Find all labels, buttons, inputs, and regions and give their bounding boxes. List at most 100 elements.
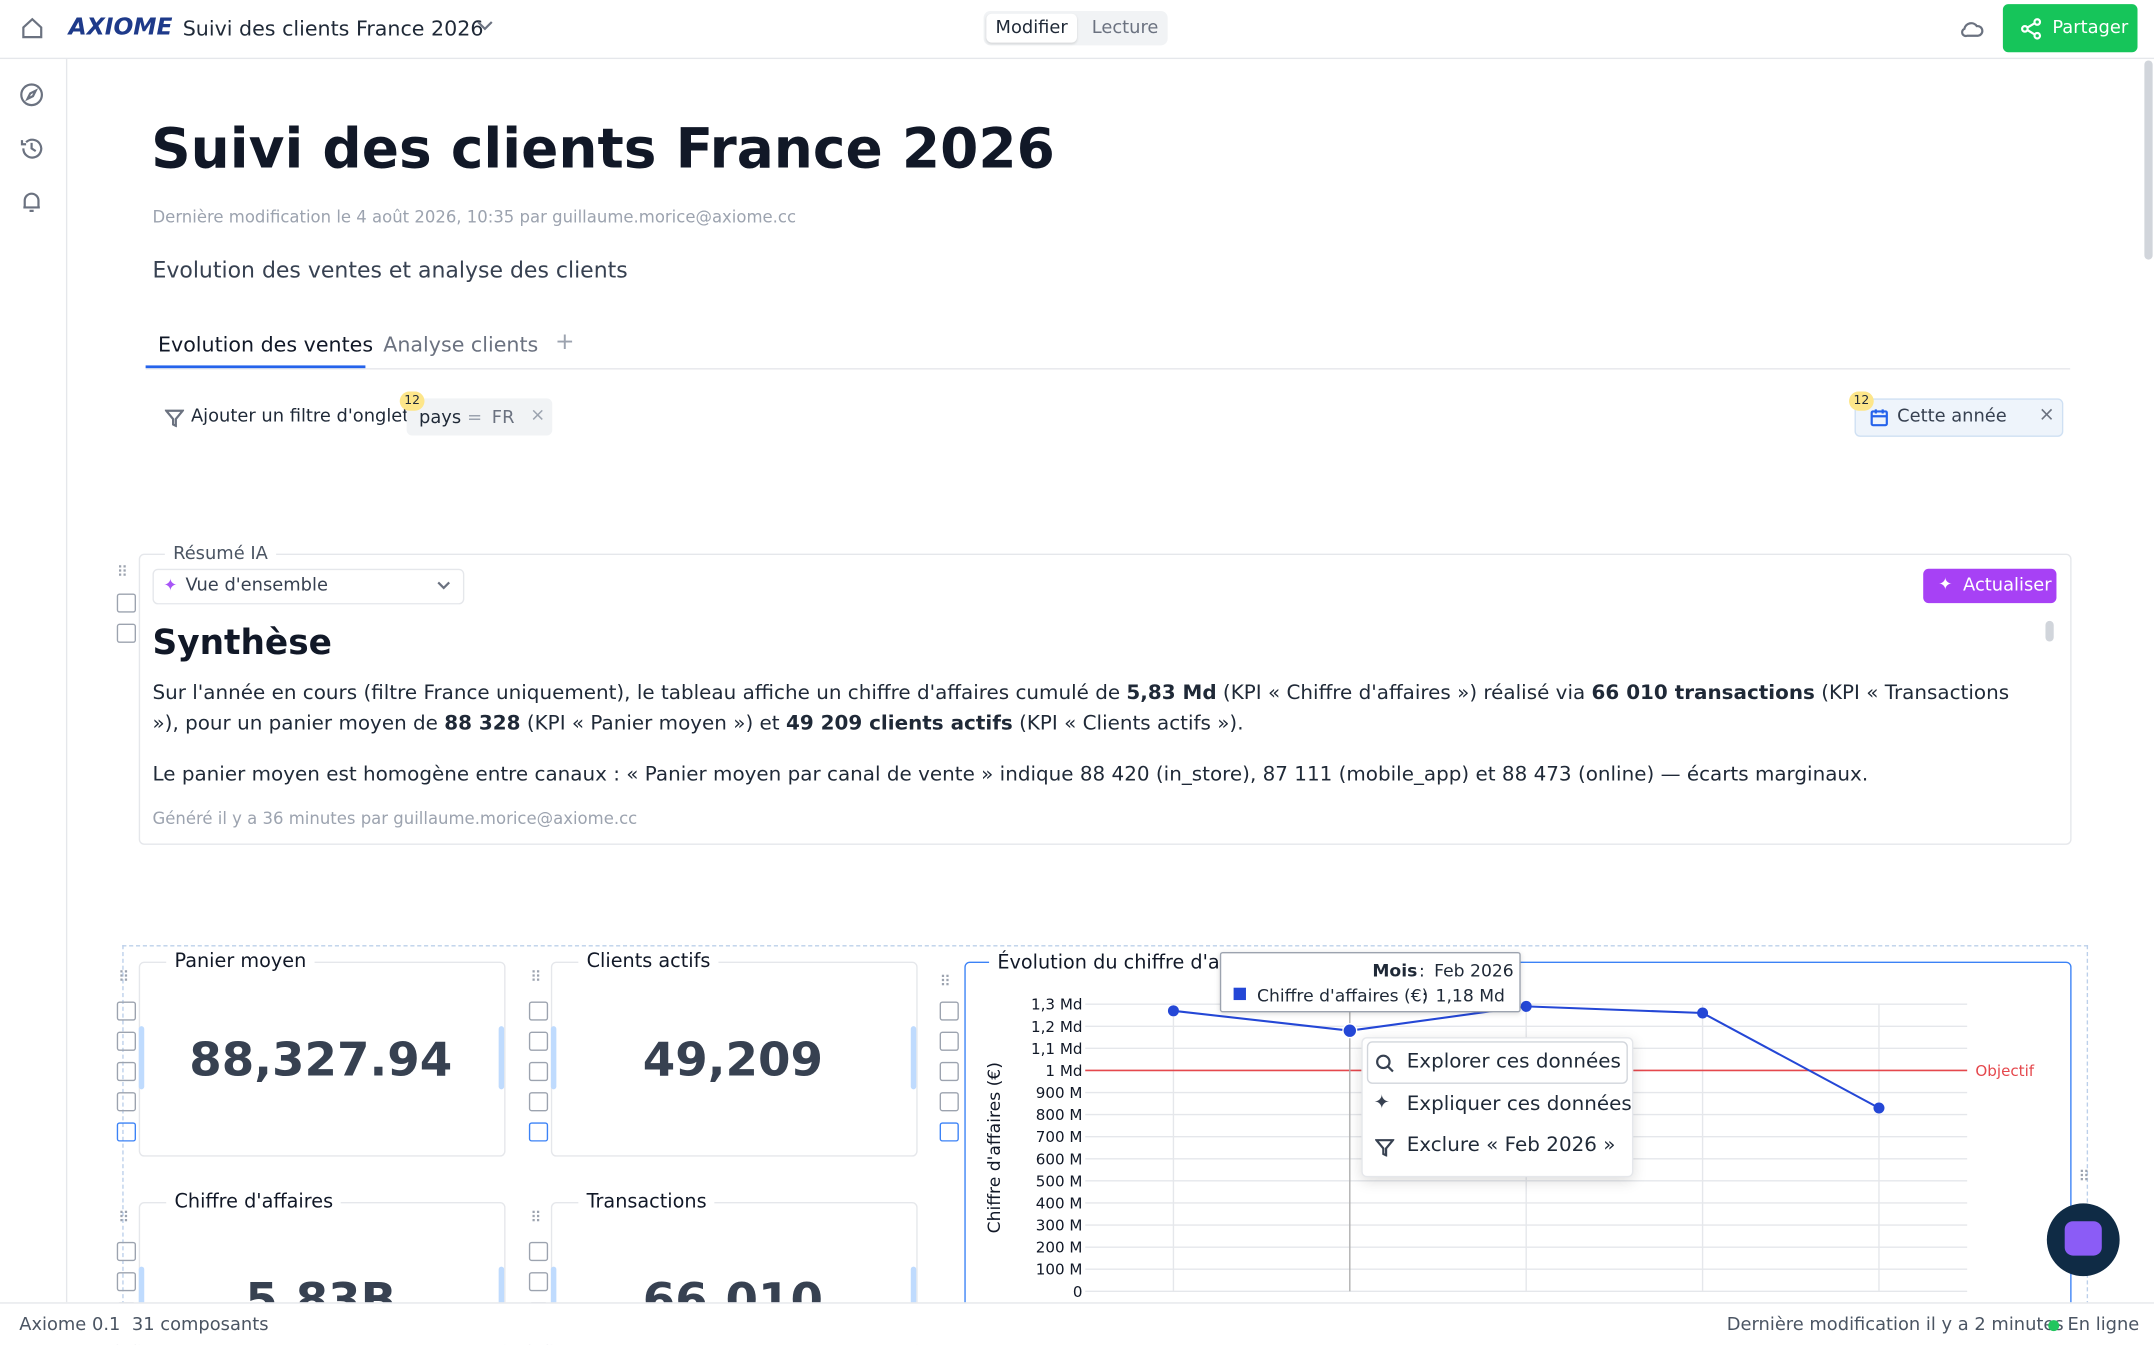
edit-tool[interactable] xyxy=(116,1001,136,1021)
summary-heading: Synthèse xyxy=(152,622,332,663)
chevron[interactable] xyxy=(475,19,494,33)
data-point xyxy=(1342,1023,1358,1039)
calendar-icon xyxy=(1870,409,1888,427)
menu-item[interactable]: Expliquer ces données xyxy=(1406,1093,1632,1116)
edit-tool[interactable] xyxy=(116,1241,136,1262)
bold-text: 66 010 transactions xyxy=(1591,682,1815,705)
tab[interactable]: Analyse clients xyxy=(383,332,539,358)
filter-tool[interactable] xyxy=(116,1122,136,1142)
ai-tool[interactable] xyxy=(939,1031,959,1051)
home-icon[interactable] xyxy=(21,16,44,39)
history-icon[interactable] xyxy=(19,136,44,161)
delete-tool[interactable] xyxy=(116,623,136,643)
tooltip-series: Chiffre d'affaires (€) xyxy=(1256,984,1429,1006)
drag-handle[interactable]: ⠿ xyxy=(530,968,542,987)
data-point xyxy=(1697,1007,1709,1019)
logo[interactable]: AXIOME xyxy=(68,13,173,42)
tab-active[interactable]: Evolution des ventes xyxy=(157,332,374,358)
ai-tool[interactable] xyxy=(528,1031,549,1051)
summary-label: Résumé IA xyxy=(164,543,277,565)
ai-tool[interactable] xyxy=(116,593,136,613)
alert-tool[interactable] xyxy=(116,1061,136,1082)
kpi-bar xyxy=(138,1026,145,1090)
drag-handle[interactable]: ⠿ xyxy=(530,1208,542,1227)
text: (KPI « Clients actifs »). xyxy=(1012,712,1244,735)
mode-read[interactable]: Lecture xyxy=(1091,17,1159,39)
kpi-bar xyxy=(138,1266,145,1330)
date-filter[interactable] xyxy=(1854,398,2064,437)
y-tick-label: 1,3 Md xyxy=(1031,996,1082,1014)
filter-tool[interactable] xyxy=(939,1122,959,1142)
y-axis-label: Chiffre d'affaires (€) xyxy=(985,1062,1005,1233)
add-filter[interactable]: Ajouter un filtre d'onglet xyxy=(190,406,410,428)
delete-tool[interactable] xyxy=(528,1092,549,1112)
kpi-value: 49,209 xyxy=(642,1033,823,1088)
kpi-title: Clients actifs xyxy=(578,950,719,973)
kpi-title: Transactions xyxy=(578,1191,715,1213)
share-label[interactable]: Partager xyxy=(2052,17,2129,39)
share-button[interactable] xyxy=(2002,4,2138,53)
tab-underline xyxy=(145,365,366,369)
version: Axiome 0.1 xyxy=(19,1314,121,1336)
tooltip-value: 1,18 Md xyxy=(1435,984,1505,1006)
assistant-icon xyxy=(2064,1221,2102,1256)
online-dot xyxy=(2048,1320,2060,1332)
ai-tool[interactable] xyxy=(528,1272,549,1292)
edit-tool[interactable] xyxy=(528,1241,549,1262)
y-tick-label: 100 M xyxy=(1036,1261,1083,1279)
scrollbar[interactable] xyxy=(2045,620,2054,642)
explore-icon[interactable] xyxy=(19,82,44,107)
remove-date[interactable]: × xyxy=(2038,403,2055,426)
online: En ligne xyxy=(2067,1314,2140,1336)
ai-tool[interactable] xyxy=(116,1272,136,1292)
kpi-card xyxy=(550,961,918,1157)
filter-chip[interactable] xyxy=(406,398,553,436)
kpi-bar xyxy=(498,1266,505,1330)
edit-tool[interactable] xyxy=(528,1001,549,1021)
cloud-icon[interactable] xyxy=(1960,18,1985,40)
delete-tool[interactable] xyxy=(116,1092,136,1112)
scrollbar[interactable] xyxy=(2144,60,2153,260)
kpi-title: Chiffre d'affaires xyxy=(166,1191,342,1213)
drag-handle[interactable]: ⠿ xyxy=(118,1208,130,1227)
bell-icon[interactable] xyxy=(19,190,44,215)
refresh-label[interactable]: Actualiser xyxy=(1963,575,2052,597)
y-tick-label: 200 M xyxy=(1036,1239,1083,1257)
add-tab[interactable]: + xyxy=(554,328,575,356)
last-modified: Dernière modification il y a 2 minutes xyxy=(1726,1314,2064,1336)
components: 31 composants xyxy=(131,1314,269,1336)
filter-icon xyxy=(164,409,185,428)
sidebar-border xyxy=(65,59,68,1303)
menu-item[interactable]: Explorer ces données xyxy=(1406,1050,1621,1073)
drag-handle[interactable]: ⠿ xyxy=(116,563,128,582)
page-meta: Dernière modification le 4 août 2026, 10… xyxy=(152,207,797,227)
drag-handle[interactable]: ⠿ xyxy=(939,972,951,991)
view-select[interactable] xyxy=(152,568,465,605)
delete-tool[interactable] xyxy=(939,1092,959,1112)
y-tick-label: 900 M xyxy=(1036,1084,1083,1102)
drag-handle[interactable]: ⠿ xyxy=(118,968,130,987)
badge: 12 xyxy=(1849,391,1874,411)
ai-tool[interactable] xyxy=(116,1031,136,1051)
kpi-bar xyxy=(910,1026,917,1090)
refresh-button[interactable] xyxy=(1923,568,2057,604)
remove-filter[interactable]: × xyxy=(530,405,546,426)
kpi-bar xyxy=(910,1266,917,1330)
menu-item[interactable]: Exclure « Feb 2026 » xyxy=(1406,1134,1616,1157)
alert-tool[interactable] xyxy=(939,1061,959,1082)
mode-edit[interactable]: Modifier xyxy=(986,13,1077,43)
text: (KPI « Transactions »), pour un panier m… xyxy=(152,682,2010,735)
text: Sur l'année en cours (filtre France uniq… xyxy=(152,682,1127,705)
view-value: Vue d'ensemble xyxy=(185,575,328,597)
filter-tool[interactable] xyxy=(528,1122,549,1142)
edit-tool[interactable] xyxy=(939,1001,959,1021)
chart-title: Évolution du chiffre d'affaires xyxy=(989,951,1288,974)
doc-title[interactable]: Suivi des clients France 2026 xyxy=(182,16,484,42)
y-tick-label: 1,2 Md xyxy=(1031,1018,1082,1036)
top-bar xyxy=(0,0,2154,60)
alert-tool[interactable] xyxy=(528,1061,549,1082)
status-bar xyxy=(0,1302,2154,1345)
tooltip-swatch xyxy=(1233,987,1246,1001)
drag-handle[interactable]: ⠿ xyxy=(2078,1167,2090,1186)
